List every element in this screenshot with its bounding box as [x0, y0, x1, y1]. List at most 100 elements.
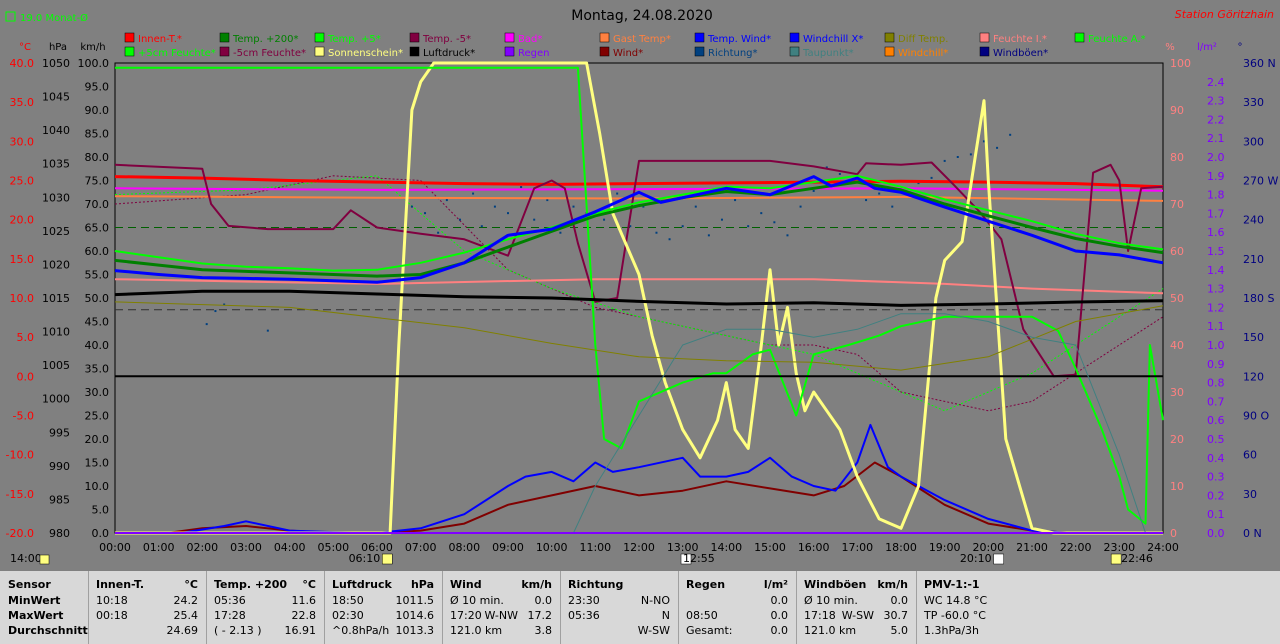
- axis-tick-rain: 1.3: [1207, 283, 1225, 296]
- period-indicator-box: [5, 11, 16, 22]
- legend-label-taupunkt: Taupunkt*: [802, 48, 854, 59]
- marker-sunrise-icon: [382, 553, 393, 565]
- series-point-richtung: [982, 140, 985, 143]
- stat-separator: [206, 571, 207, 644]
- axis-unit-wind: km/h: [80, 42, 105, 53]
- stat-panel-boeen: Windböen km/h Ø 10 min. 0.0 17:18 W-SW 30.7 121…: [796, 571, 916, 644]
- series-point-richtung: [223, 303, 226, 306]
- axis-tick-temperature: -15.0: [6, 488, 34, 501]
- stat-unit-regen: l/m²: [763, 578, 788, 591]
- series-point-richtung: [410, 205, 413, 208]
- legend-swatch-sonnenschein: [314, 46, 325, 57]
- axis-tick-pressure: 995: [49, 426, 70, 439]
- series-luftdruck: [114, 289, 1164, 307]
- axis-tick-rain: 1.8: [1207, 189, 1225, 202]
- axis-tick-rain: 0.8: [1207, 377, 1225, 390]
- series-point-richtung: [747, 225, 750, 228]
- series-point-richtung: [559, 231, 562, 234]
- axis-tick-direction: 180 S: [1243, 292, 1274, 305]
- series-point-richtung: [1009, 133, 1012, 136]
- axis-tick-temperature: 0.0: [17, 370, 35, 383]
- axis-tick-time: 00:00: [99, 541, 131, 554]
- axis-tick-time: 09:00: [492, 541, 524, 554]
- axis-tick-direction: 90 O: [1243, 410, 1269, 423]
- axis-tick-rain: 2.0: [1207, 151, 1225, 164]
- stat-cell-temp200: 17:28: [214, 609, 246, 622]
- stat-cell-boeen: Ø 10 min.: [804, 594, 858, 607]
- stat-header-boeen: Windböen: [804, 578, 867, 591]
- stat-cell-druck: 02:30: [332, 609, 364, 622]
- stat-direction-boeen: W-SW: [841, 609, 874, 622]
- axis-tick-rain: 1.9: [1207, 170, 1225, 183]
- axis-tick-rain: 0.2: [1207, 489, 1225, 502]
- stat-value-wind: 3.8: [534, 624, 553, 637]
- axis-tick-wind: 100.0: [78, 57, 110, 70]
- axis-tick-time: 06:00: [361, 541, 393, 554]
- legend-label-wind: Wind*: [613, 48, 643, 59]
- stat-cell-boeen: 121.0 km: [804, 624, 857, 637]
- series-point-richtung: [773, 221, 776, 224]
- series-point-richtung: [507, 212, 509, 215]
- axis-tick-pressure: 990: [49, 460, 70, 473]
- axis-tick-time: 07:00: [405, 541, 437, 554]
- stat-header-wind: Wind: [450, 578, 482, 591]
- series-point-richtung: [969, 153, 972, 156]
- stat-cell-temp200: ( - 2.13 ): [214, 624, 262, 637]
- stat-panel-richtung: Richtung 23:30 N-NO 05:36 N W-SW: [560, 571, 678, 644]
- stat-panel-pmv: PMV-1:-1 WC 14.8 °C TP -60.0 °C 1.3hPa/3h: [916, 571, 1036, 644]
- axis-tick-humidity: 20: [1170, 433, 1184, 446]
- series-point-richtung: [799, 205, 802, 208]
- axis-tick-time: 19:00: [929, 541, 961, 554]
- axis-tick-direction: 240: [1243, 214, 1264, 227]
- series-temp-wind: [114, 175, 1164, 284]
- axis-tick-pressure: 1030: [42, 191, 70, 204]
- axis-tick-time: 18:00: [885, 541, 917, 554]
- axis-tick-wind: 80.0: [85, 151, 110, 164]
- stat-header-temp200: Temp. +200: [214, 578, 288, 591]
- legend-swatch-temp-5: [409, 32, 420, 43]
- axis-tick-direction: 30: [1243, 488, 1257, 501]
- series-point-richtung: [825, 166, 828, 169]
- axis-tick-rain: 0.5: [1207, 433, 1225, 446]
- legend-label-diff-temp: Diff Temp.: [898, 34, 948, 45]
- series-point-richtung: [720, 218, 723, 221]
- axis-tick-time: 23:00: [1103, 541, 1135, 554]
- series-point-richtung: [668, 238, 671, 241]
- axis-tick-temperature: 25.0: [10, 175, 35, 188]
- axis-tick-direction: 300: [1243, 135, 1264, 148]
- stat-value-temp200: 11.6: [291, 594, 317, 607]
- stat-separator: [560, 571, 561, 644]
- axis-tick-pressure: 980: [49, 527, 70, 540]
- axis-tick-wind: 90.0: [85, 104, 110, 117]
- legend-swatch-temp-wind: [694, 32, 705, 43]
- axis-tick-time: 10:00: [536, 541, 568, 554]
- series-point-richtung: [996, 146, 999, 149]
- legend-swatch-windchill: [884, 46, 895, 57]
- legend-swatch-richtung: [694, 46, 705, 57]
- stat-cell-temp200: 05:36: [214, 594, 246, 607]
- legend-swatch-feuchte-i: [979, 32, 990, 43]
- legend-swatch-5cm-feuchte: [124, 46, 135, 57]
- series-point-richtung: [786, 234, 789, 237]
- axis-unit-temperature: °C: [19, 42, 31, 53]
- series-temp-5: [114, 174, 1164, 272]
- stat-value-richtung: N-NO: [640, 594, 670, 607]
- stat-cell-druck: ^0.8hPa/h: [332, 624, 390, 637]
- axis-tick-wind: 40.0: [85, 339, 110, 352]
- axis-tick-time: 01:00: [143, 541, 175, 554]
- axis-tick-time: 15:00: [754, 541, 786, 554]
- legend-label-windchill: Windchill*: [898, 48, 948, 59]
- series-point-richtung: [266, 329, 269, 332]
- axis-tick-humidity: 90: [1170, 104, 1184, 117]
- axis-tick-direction: 0 N: [1243, 527, 1262, 540]
- axis-tick-wind: 85.0: [85, 128, 110, 141]
- legend-label-5cm-feuchte: -5cm Feuchte*: [233, 48, 306, 59]
- stat-value-druck: 1014.6: [395, 609, 435, 622]
- axis-tick-time: 14:00: [710, 541, 742, 554]
- legend-swatch-temp-200: [219, 32, 230, 43]
- stat-value-innen: 25.4: [173, 609, 199, 622]
- axis-tick-rain: 2.1: [1207, 132, 1225, 145]
- series-point-richtung: [458, 218, 461, 221]
- axis-tick-pressure: 1020: [42, 258, 70, 271]
- legend-swatch-gast-temp: [599, 32, 610, 43]
